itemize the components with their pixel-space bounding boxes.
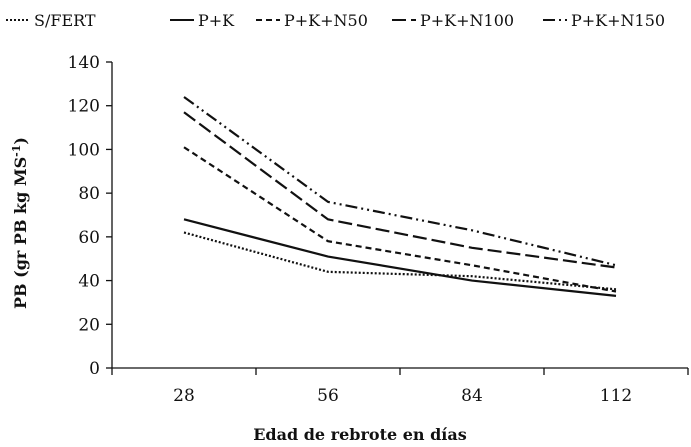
series-line-p-k-n150	[183, 96, 617, 267]
series-line-p-k-n50	[183, 146, 617, 293]
legend-label: S/FERT	[34, 11, 96, 30]
series-line-s-fert	[183, 231, 617, 291]
series-layer	[183, 96, 617, 297]
y-tick-label: 40	[78, 272, 100, 292]
legend-label: P+K+N50	[284, 11, 368, 30]
y-tick-label: 20	[78, 315, 100, 335]
y-tick-label: 100	[68, 140, 100, 160]
x-tick-label: 84	[461, 386, 483, 406]
y-tick-label: 80	[78, 184, 100, 204]
y-tick-label: 120	[68, 97, 100, 117]
y-tick-label: 60	[78, 228, 100, 248]
legend-item: P+K+N50	[256, 11, 368, 30]
y-axis: 0 20 40 60 80 100 120 140	[68, 53, 113, 379]
y-axis-title: PB (gr PB kg MS-1)	[10, 137, 30, 309]
legend: S/FERT P+K P+K+N50 P+K+N100 P+K+N150	[6, 11, 665, 30]
y-axis-title-close: )	[11, 137, 30, 145]
y-tick-label: 0	[89, 359, 100, 379]
x-axis-title: Edad de rebrote en días	[253, 425, 467, 444]
legend-item: P+K+N150	[543, 11, 665, 30]
legend-item: P+K+N100	[392, 11, 514, 30]
series-line-p-k-n100	[183, 111, 617, 269]
y-tick-label: 140	[68, 53, 100, 73]
x-axis: 28 56 84 112	[111, 367, 689, 406]
legend-item: P+K	[170, 11, 235, 30]
x-tick-label: 28	[173, 386, 195, 406]
legend-label: P+K+N100	[420, 11, 514, 30]
y-axis-title-sup: -1	[10, 145, 23, 157]
legend-item: S/FERT	[6, 11, 96, 30]
series-line-p-k	[183, 218, 617, 297]
x-tick-label: 56	[317, 386, 339, 406]
x-tick-label: 112	[600, 386, 632, 406]
y-axis-title-main: PB (gr PB kg MS	[11, 157, 30, 309]
legend-label: P+K+N150	[571, 11, 665, 30]
legend-label: P+K	[198, 11, 235, 30]
